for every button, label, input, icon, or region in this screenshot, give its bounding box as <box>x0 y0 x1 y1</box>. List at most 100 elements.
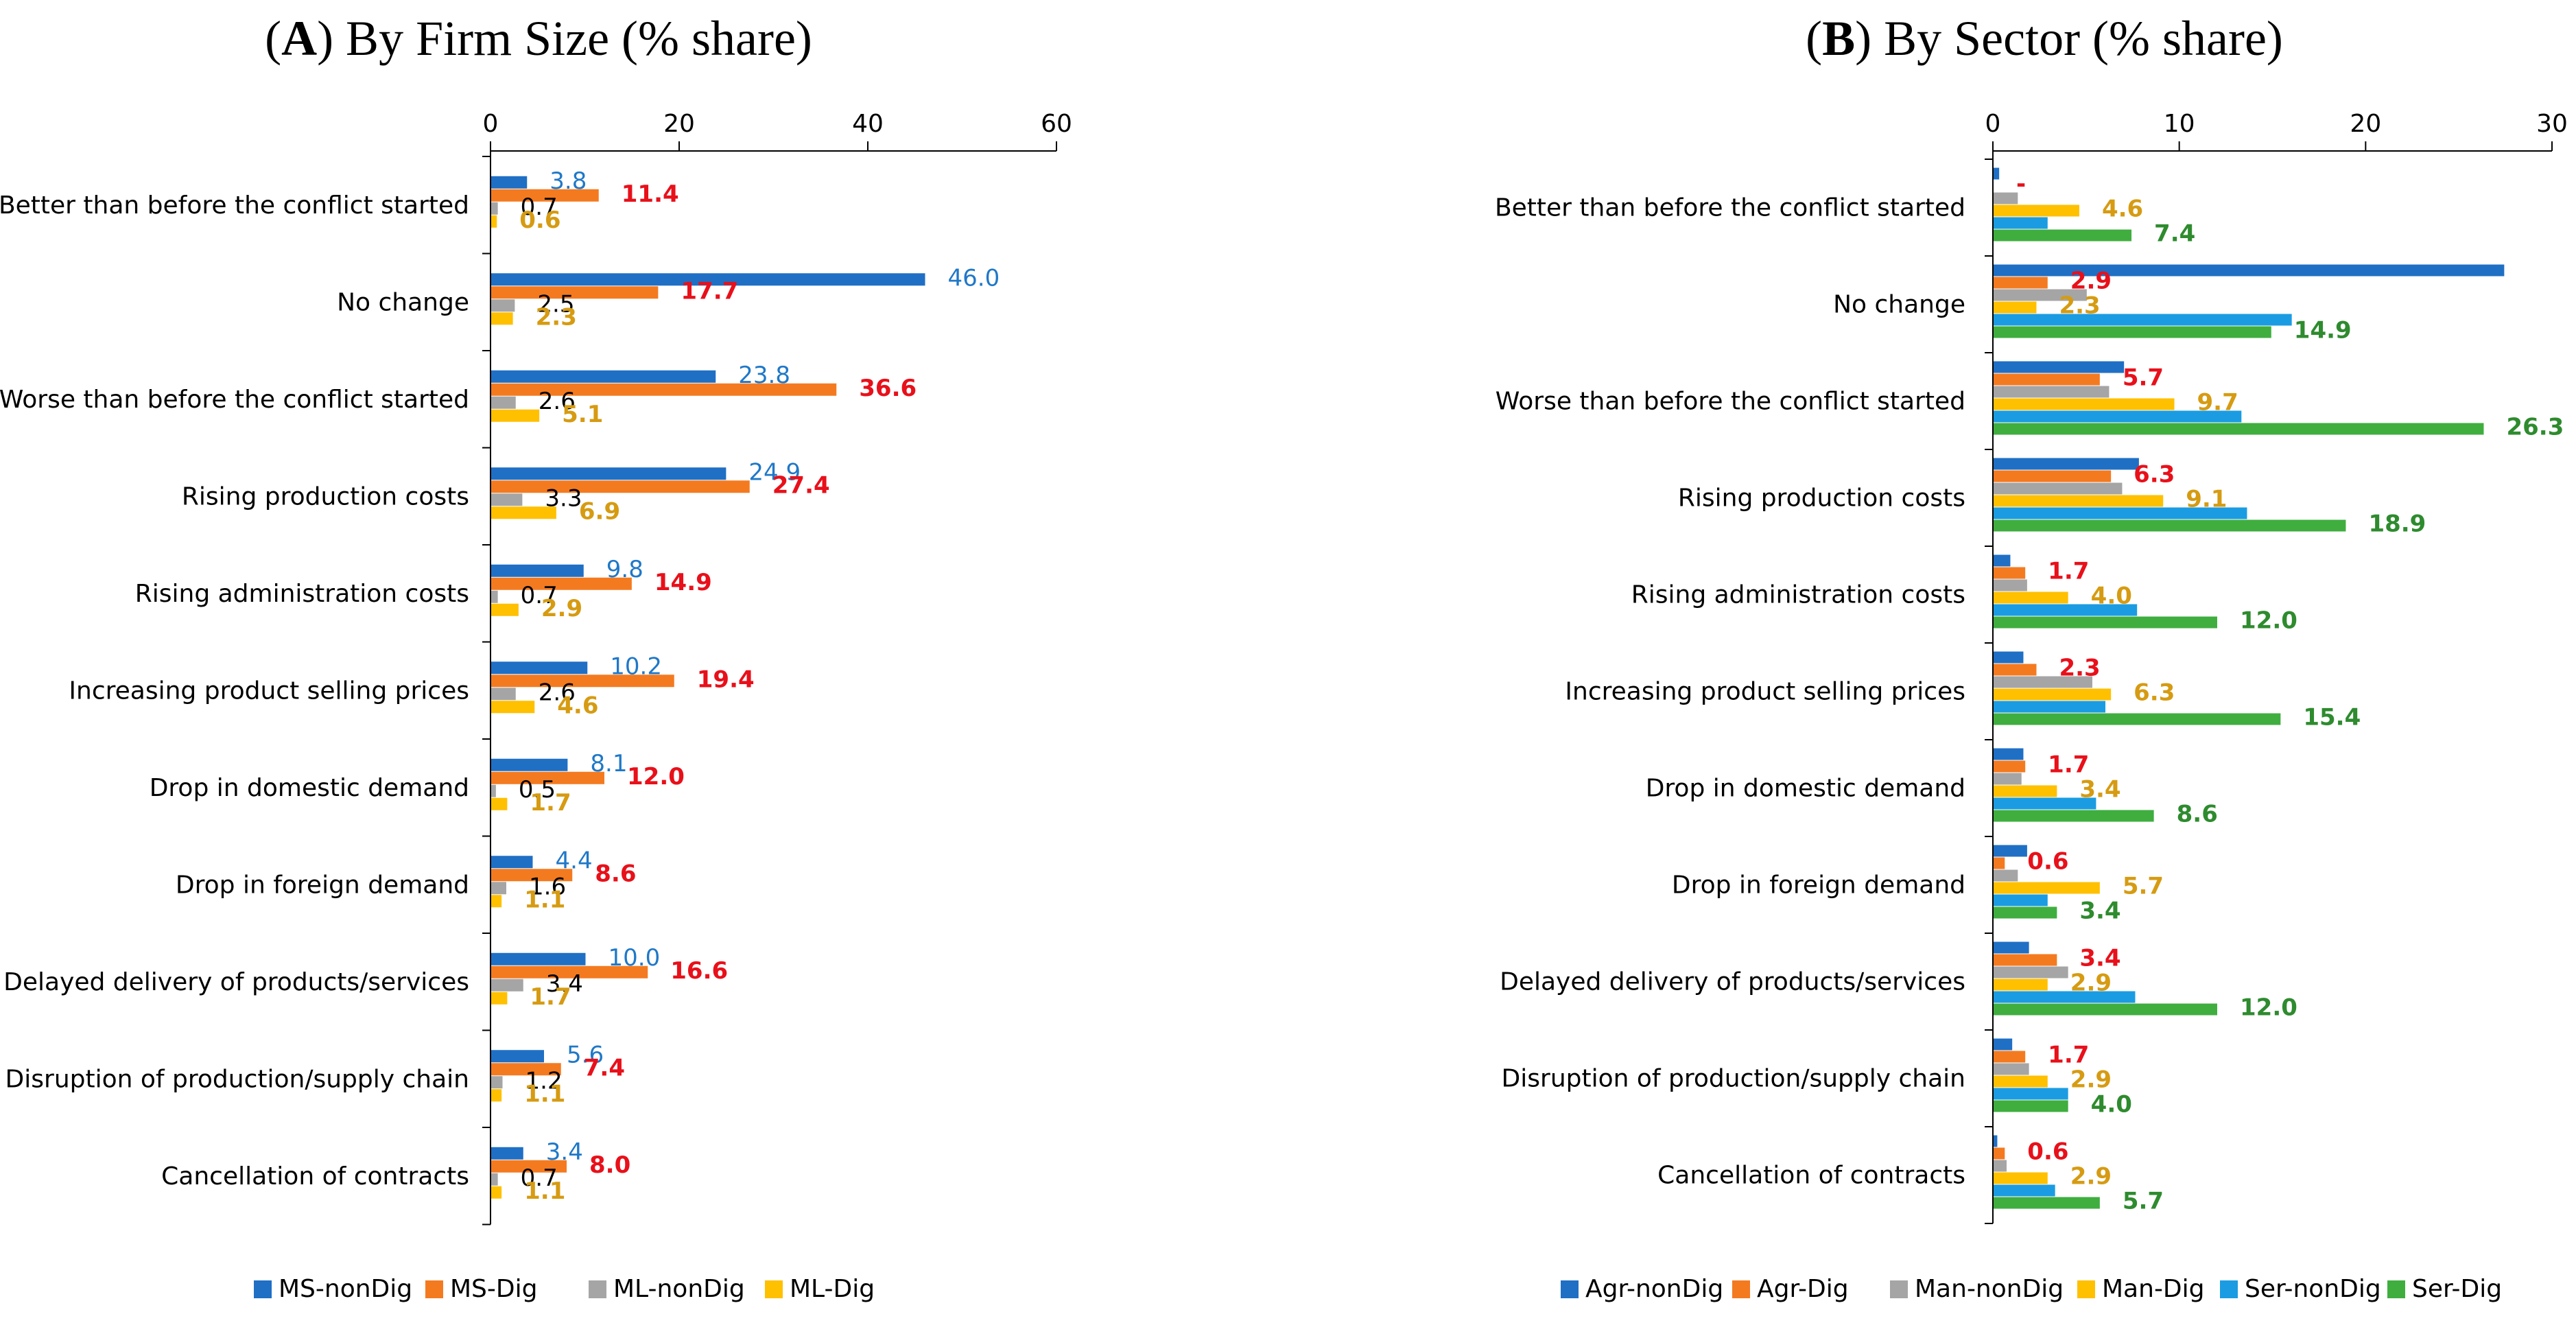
category-label: Increasing product selling prices <box>69 677 469 705</box>
data-label-agr-dig: 1.7 <box>2048 751 2089 779</box>
bar-man-dig <box>1994 1075 2048 1088</box>
bar-agr-nondig <box>1994 458 2139 470</box>
data-label-ser-dig: 14.9 <box>2294 317 2352 344</box>
category-label: No change <box>1833 291 1965 319</box>
chart-panel-b: (B) By Sector (% share) 0 10 20 30 Better tha… <box>1495 11 2568 1303</box>
bar-ml-nondig <box>491 1173 498 1186</box>
bar-ms-dig <box>491 480 750 493</box>
bar-agr-dig <box>1994 1051 2026 1063</box>
bar-ser-dig <box>1994 423 2484 435</box>
x-tick-label: 60 <box>1041 110 1072 138</box>
bar-ser-dig <box>1994 1100 2068 1112</box>
bar-ms-nondig <box>491 758 568 771</box>
bar-man-nondig <box>1994 869 2018 882</box>
bar-ms-dig <box>491 1160 567 1173</box>
data-label-ser-dig: 18.9 <box>2368 511 2426 538</box>
data-label-agr-dig: 0.6 <box>2027 1138 2068 1166</box>
bar-ml-dig <box>491 409 540 422</box>
bar-ml-nondig <box>491 1076 503 1089</box>
bar-ser-nondig <box>1994 991 2136 1003</box>
data-label-ms-dig: 17.7 <box>681 277 738 305</box>
bar-agr-dig <box>1994 277 2048 289</box>
category-label: Rising administration costs <box>1631 581 1965 609</box>
category-label: Drop in foreign demand <box>176 871 469 899</box>
data-label-agr-dig: - <box>2016 171 2026 198</box>
legend-swatch-man-nondig <box>1890 1280 1908 1298</box>
legend-label-ms-dig: MS-Dig <box>450 1275 537 1303</box>
bar-ser-dig <box>1994 713 2281 725</box>
bar-ser-dig <box>1994 1197 2100 1209</box>
bar-agr-dig <box>1994 954 2057 966</box>
x-tick-label: 40 <box>852 110 884 138</box>
chart-panel-a: (A) By Firm Size (% share) 0 20 40 60 Better … <box>0 11 1072 1303</box>
bar-agr-nondig <box>1994 941 2029 954</box>
bar-ser-nondig <box>1994 894 2048 906</box>
bar-ser-nondig <box>1994 701 2105 713</box>
data-label-agr-dig: 6.3 <box>2134 461 2175 489</box>
bar-ms-dig <box>491 771 604 784</box>
category-label: Worse than before the conflict started <box>1496 388 1965 416</box>
data-label-ser-dig: 8.6 <box>2177 801 2218 828</box>
bar-agr-dig <box>1994 1147 2005 1160</box>
bar-man-nondig <box>1994 386 2110 398</box>
bar-ml-nondig <box>491 299 515 312</box>
data-label-ms-nondig: 24.9 <box>748 458 801 486</box>
bar-ser-dig <box>1994 229 2132 242</box>
bar-ml-dig <box>491 215 497 228</box>
bar-man-dig <box>1994 495 2164 507</box>
data-label-agr-dig: 1.7 <box>2048 1042 2089 1069</box>
bar-ser-dig <box>1994 616 2217 629</box>
bar-man-nondig <box>1994 289 2087 301</box>
data-label-ms-nondig: 46.0 <box>948 264 1000 292</box>
category-label: Cancellation of contracts <box>161 1162 469 1191</box>
data-label-ms-dig: 7.4 <box>584 1054 625 1081</box>
bar-ms-nondig <box>491 1147 523 1160</box>
bar-ms-nondig <box>491 856 533 869</box>
category-label: Increasing product selling prices <box>1565 678 1965 706</box>
bar-man-nondig <box>1994 579 2027 591</box>
data-label-ser-dig: 3.4 <box>2079 898 2120 925</box>
bar-man-dig <box>1994 785 2057 797</box>
title-text: By Sector (% share) <box>1871 11 2283 66</box>
bar-ser-dig <box>1994 810 2154 822</box>
data-label-ser-dig: 26.3 <box>2506 414 2564 441</box>
bar-ml-dig <box>491 603 519 616</box>
bar-ml-dig <box>491 797 508 810</box>
data-label-ml-dig: 1.1 <box>524 1177 565 1205</box>
category-label: Cancellation of contracts <box>1657 1162 1965 1190</box>
data-label-ms-dig: 36.6 <box>859 375 917 402</box>
data-label-man-dig: 5.7 <box>2123 873 2164 900</box>
chart-title: (A) By Firm Size (% share) <box>265 11 812 66</box>
bar-ml-nondig <box>491 396 516 409</box>
bar-ms-nondig <box>491 952 586 965</box>
category-label: Disruption of production/supply chain <box>1502 1065 1965 1093</box>
bar-agr-dig <box>1994 470 2112 482</box>
bar-ml-nondig <box>491 688 516 701</box>
data-label-ms-dig: 11.4 <box>622 180 679 208</box>
bar-ml-nondig <box>491 978 523 992</box>
legend-label-ms-nondig: MS-nonDig <box>279 1275 412 1303</box>
legend-swatch-ml-dig <box>765 1280 783 1298</box>
data-label-ml-dig: 4.6 <box>557 692 598 719</box>
legend-swatch-man-dig <box>2077 1280 2095 1298</box>
bar-ms-nondig <box>491 564 584 577</box>
category-label: Worse than before the conflict started <box>0 386 469 414</box>
x-tick-label: 10 <box>2164 110 2195 138</box>
bar-agr-nondig <box>1994 264 2505 277</box>
legend-swatch-ser-dig <box>2387 1280 2405 1298</box>
data-label-ml-nondig: 3.4 <box>546 970 583 998</box>
category-label: Better than before the conflict started <box>0 191 469 220</box>
data-label-ml-nondig: 0.7 <box>521 1164 558 1192</box>
x-tick-label: 0 <box>1985 110 2001 138</box>
category-label: Drop in domestic demand <box>1646 775 1965 803</box>
bar-ms-dig <box>491 675 674 688</box>
bar-agr-nondig <box>1994 845 2027 857</box>
bar-ml-dig <box>491 992 508 1005</box>
bar-ser-nondig <box>1994 314 2292 326</box>
bar-ml-nondig <box>491 493 523 506</box>
bar-agr-nondig <box>1994 554 2011 567</box>
bar-agr-dig <box>1994 760 2026 773</box>
legend-label-man-nondig: Man-nonDig <box>1915 1275 2064 1303</box>
data-label-ms-dig: 12.0 <box>627 763 685 790</box>
